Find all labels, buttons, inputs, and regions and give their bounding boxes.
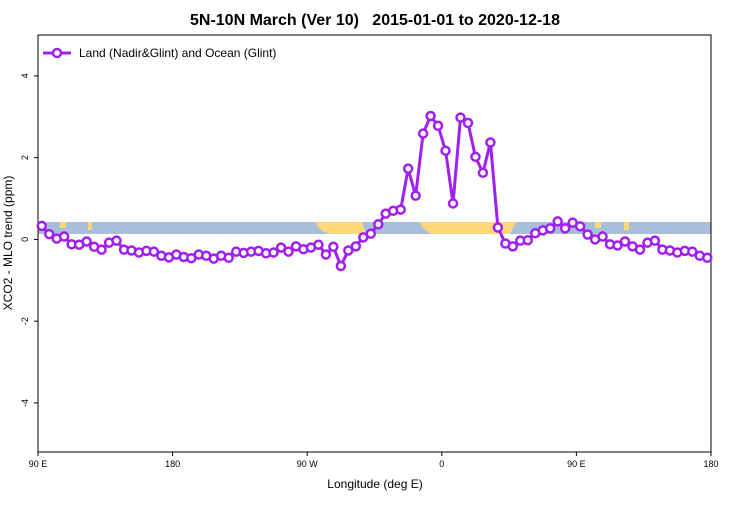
point <box>320 249 332 260</box>
plot-frame <box>37 34 712 453</box>
point <box>455 112 466 123</box>
y-tick-label: 2 <box>20 155 30 160</box>
point <box>634 244 646 255</box>
y-tick-label: 0 <box>20 237 30 242</box>
land <box>315 222 366 234</box>
y-tick-label: -4 <box>20 399 30 407</box>
x-axis-label: Longitude (deg E) <box>327 477 422 491</box>
point <box>425 110 436 122</box>
point <box>402 163 414 174</box>
point <box>313 239 324 250</box>
point <box>283 246 294 257</box>
y-axis-label: XCO2 - MLO trend (ppm) <box>1 176 15 311</box>
land <box>624 222 629 230</box>
x-tick-label: 90 E <box>29 459 48 469</box>
legend-marker <box>51 47 63 59</box>
point <box>365 228 377 239</box>
point <box>432 120 444 132</box>
x-tick-label: 90 W <box>297 459 319 469</box>
land <box>595 222 601 228</box>
point <box>36 220 47 232</box>
point <box>148 246 160 257</box>
point <box>582 229 593 240</box>
point <box>395 204 406 215</box>
y-tick-label: 4 <box>20 73 30 78</box>
point <box>559 223 571 234</box>
point <box>372 219 384 230</box>
land <box>88 222 92 230</box>
point <box>544 223 556 234</box>
point <box>58 231 70 242</box>
point <box>447 198 459 209</box>
legend-label: Land (Nadir&Glint) and Ocean (Glint) <box>79 46 276 60</box>
land <box>60 222 66 228</box>
x-tick-label: 180 <box>703 459 718 469</box>
point <box>702 252 713 264</box>
point <box>328 241 339 253</box>
x-tick-label: 0 <box>439 459 444 469</box>
chart-title: 5N-10N March (Ver 10) 2015-01-01 to 2020… <box>190 12 560 29</box>
point <box>462 117 474 129</box>
y-tick-label: -2 <box>20 317 30 325</box>
point <box>552 216 563 227</box>
point <box>268 247 279 258</box>
point <box>275 242 287 253</box>
point <box>43 228 55 240</box>
point <box>597 231 608 242</box>
point <box>485 137 496 148</box>
point <box>335 260 347 272</box>
point <box>619 236 631 247</box>
point <box>440 145 451 156</box>
point <box>574 221 586 232</box>
point <box>417 128 429 139</box>
point <box>111 235 122 246</box>
point <box>81 236 92 247</box>
point <box>492 222 504 233</box>
point <box>507 241 519 252</box>
point <box>96 244 107 255</box>
point <box>687 246 698 257</box>
point <box>223 252 234 264</box>
x-tick-label: 90 E <box>567 459 586 469</box>
point <box>350 241 362 252</box>
x-tick-label: 180 <box>165 459 180 469</box>
point <box>343 245 354 256</box>
land <box>420 222 516 234</box>
point <box>477 167 489 179</box>
point <box>522 234 534 246</box>
point <box>649 235 661 246</box>
point <box>410 190 421 201</box>
point <box>470 151 481 163</box>
point <box>612 240 623 251</box>
